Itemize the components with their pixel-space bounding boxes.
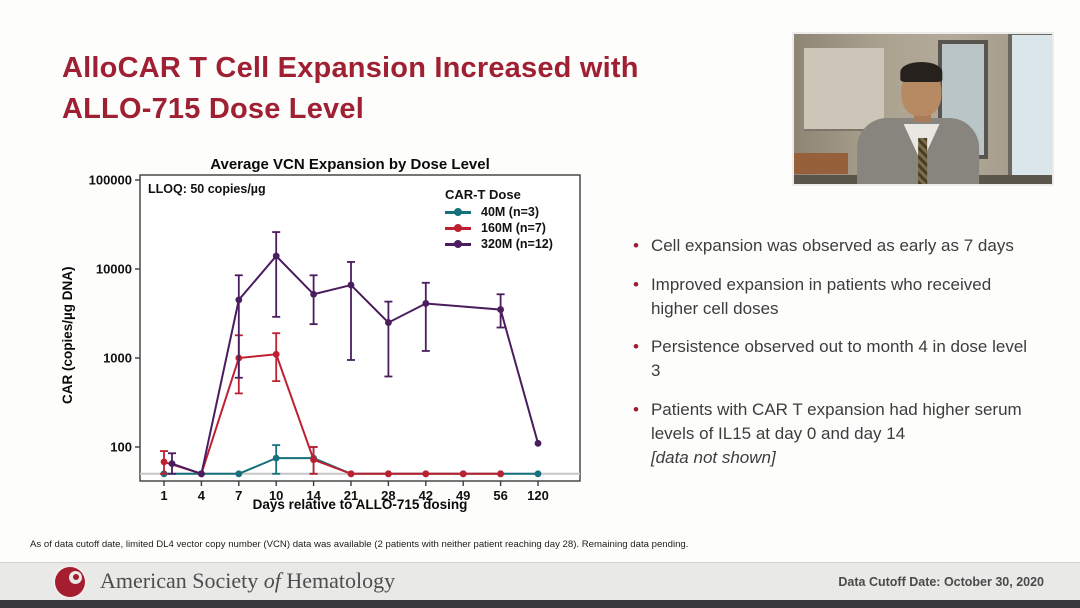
data-point (235, 470, 243, 478)
speaker-tie (918, 138, 928, 184)
x-tick-label: 42 (419, 488, 433, 503)
slide-title: AlloCAR T Cell Expansion Increased with … (62, 48, 762, 130)
bullet-text: Persistence observed out to month 4 in d… (650, 337, 1028, 381)
data-point (168, 460, 176, 468)
data-point (347, 281, 355, 289)
y-tick-label: 100000 (89, 173, 132, 188)
x-tick-label: 7 (235, 488, 242, 503)
ash-logo-icon (55, 567, 85, 597)
data-point (422, 300, 430, 307)
bullet-marker-icon: • (633, 236, 639, 255)
series-line (171, 254, 539, 476)
data-point (497, 470, 504, 478)
legend-title: CAR-T Dose (445, 187, 521, 202)
footer-bar: American Society of Hematology Data Cuto… (0, 562, 1080, 601)
x-tick-label: 49 (456, 488, 470, 503)
org-name-of: of (263, 568, 281, 593)
data-point (198, 470, 205, 478)
webcam-desk (794, 152, 849, 174)
legend-item: 160M (n=7) (445, 221, 553, 235)
x-tick-label: 28 (381, 488, 395, 503)
x-tick-label: 10 (269, 488, 283, 503)
data-point (310, 290, 317, 298)
bullet-marker-icon: • (633, 274, 639, 294)
organization-name: American Society of Hematology (100, 568, 395, 594)
x-tick-label: 14 (306, 488, 321, 503)
y-axis-title: CAR (copies/µg DNA) (60, 266, 75, 404)
bullet-marker-icon: • (633, 399, 639, 419)
list-item: • Patients with CAR T expansion had high… (633, 398, 1041, 469)
series-320M (n=12) (168, 231, 542, 478)
data-point (272, 454, 280, 462)
list-item: • Persistence observed out to month 4 in… (633, 335, 1041, 383)
lloq-annotation: LLOQ: 50 copies/µg (148, 182, 266, 196)
chart-legend: CAR-T Dose 40M (n=3) 160M (n=7) 320M (n=12… (445, 187, 553, 253)
x-tick-label: 21 (344, 488, 358, 503)
legend-label: 320M (n=12) (481, 237, 553, 251)
data-point (272, 252, 280, 260)
data-point (160, 458, 168, 466)
bullet-note-italic: [data not shown] (650, 447, 776, 467)
x-tick-label: 120 (527, 488, 549, 503)
legend-swatch-icon (445, 207, 471, 216)
org-name-pre: American Society (100, 568, 264, 593)
legend-label: 40M (n=3) (481, 205, 540, 219)
webcam-window (1008, 34, 1052, 184)
legend-item: 320M (n=12) (445, 237, 553, 251)
slide-title-line1: AlloCAR T Cell Expansion Increased with (62, 52, 639, 84)
data-point (459, 470, 467, 478)
bullet-text: Improved expansion in patients who recei… (650, 274, 992, 318)
data-point (310, 456, 317, 464)
list-item: • Improved expansion in patients who rec… (633, 273, 1041, 321)
data-point (272, 350, 280, 358)
slide-title-line2: ALLO-715 Dose Level (62, 93, 364, 126)
data-cutoff-date: Data Cutoff Date: October 30, 2020 (838, 575, 1044, 589)
data-point (347, 470, 355, 478)
bullet-text: Cell expansion was observed as early as … (650, 236, 1014, 255)
bullet-text: Patients with CAR T expansion had higher… (651, 398, 1041, 469)
org-name-post: Hematology (280, 568, 396, 593)
data-point (534, 439, 542, 447)
data-point (235, 296, 243, 304)
legend-label: 160M (n=7) (481, 221, 546, 235)
speaker-webcam-video (792, 32, 1054, 186)
x-axis-title: Days relative to ALLO-715 dosing (252, 497, 468, 512)
legend-item: 40M (n=3) (445, 205, 553, 219)
speaker-hair (900, 62, 943, 82)
data-point (385, 470, 392, 478)
legend-swatch-icon (445, 223, 471, 232)
list-item: • Cell expansion was observed as early a… (633, 234, 1041, 258)
footnote: As of data cutoff date, limited DL4 vect… (30, 539, 689, 550)
data-point (385, 319, 392, 326)
bottom-dark-strip (0, 600, 1080, 608)
y-tick-label: 100 (110, 440, 132, 455)
bullet-text-main: Patients with CAR T expansion had higher… (650, 399, 1022, 443)
y-tick-label: 10000 (96, 262, 132, 277)
bullet-marker-icon: • (633, 337, 639, 357)
data-point (422, 470, 430, 478)
chart-title: Average VCN Expansion by Dose Level (210, 156, 490, 173)
bullet-list: • Cell expansion was observed as early a… (633, 234, 1041, 484)
x-tick-label: 56 (493, 488, 507, 503)
data-point (534, 470, 542, 478)
x-tick-label: 1 (160, 488, 167, 503)
series-line (163, 353, 501, 476)
y-tick-label: 1000 (103, 351, 132, 366)
webcam-whiteboard (804, 47, 885, 131)
x-tick-label: 4 (198, 488, 206, 503)
legend-rows: 40M (n=3) 160M (n=7) 320M (n=12) (445, 205, 553, 251)
data-point (497, 306, 504, 313)
legend-swatch-icon (445, 239, 471, 248)
